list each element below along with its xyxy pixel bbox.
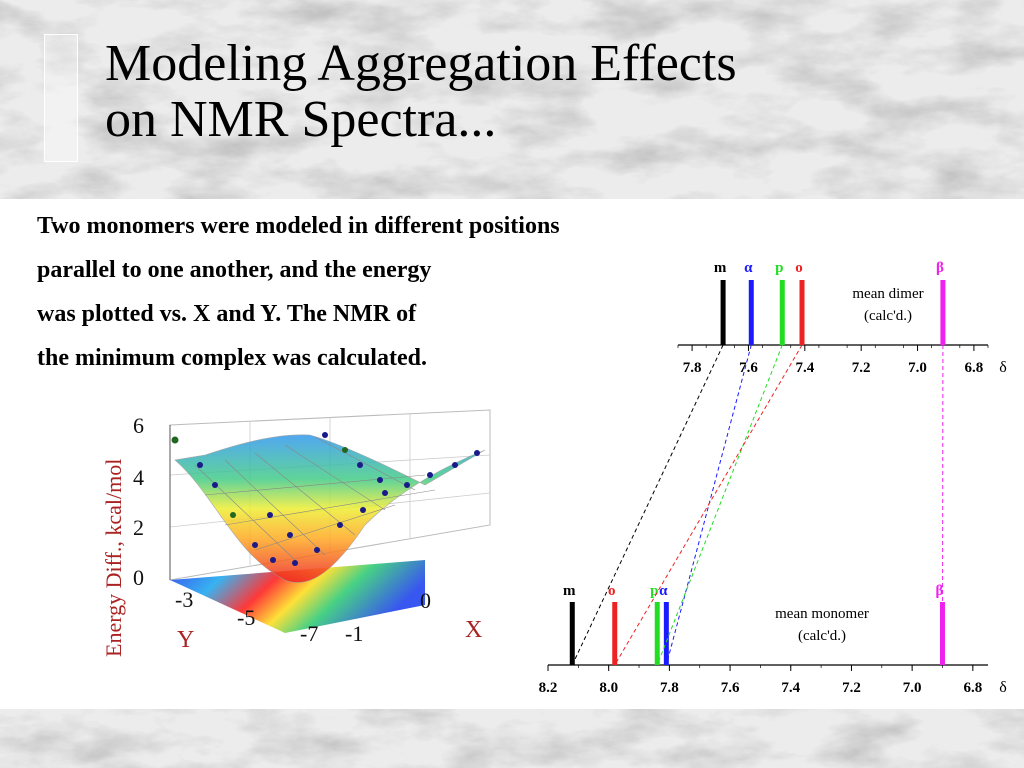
title-accent-box <box>44 34 78 162</box>
slide-title: Modeling Aggregation Effects on NMR Spec… <box>105 36 737 148</box>
nmr-panel-title: mean monomer <box>775 606 869 622</box>
title-line-2: on NMR Spectra... <box>105 91 497 148</box>
z-tick: 6 <box>133 413 144 438</box>
nmr-tick-label: 7.6 <box>721 680 740 696</box>
x-axis-label: X <box>465 617 482 643</box>
energy-data-points <box>171 432 480 566</box>
body-line-2: parallel to one another, and the energy <box>37 257 432 283</box>
energy-surface <box>174 434 486 583</box>
nmr-correlation-line-m <box>571 344 724 666</box>
nmr-correlation-line-p <box>656 344 783 666</box>
nmr-panel-subtitle: (calc'd.) <box>864 308 912 324</box>
nmr-panel-title: mean dimer <box>852 286 923 302</box>
contour-floor <box>170 560 425 633</box>
nmr-tick-label: 7.8 <box>683 360 702 376</box>
body-line-1: Two monomers were modeled in different p… <box>37 213 560 239</box>
body-line-4: the minimum complex was calculated. <box>37 345 427 371</box>
nmr-peak-label: β <box>936 583 944 599</box>
body-line-3: was plotted vs. X and Y. The NMR of <box>37 301 417 327</box>
z-tick: 2 <box>133 515 144 540</box>
body-text: Two monomers were modeled in different p… <box>37 204 797 380</box>
nmr-peak-label: β <box>936 260 944 276</box>
nmr-tick-label: 7.0 <box>903 680 922 696</box>
nmr-peak-label: o <box>608 583 616 599</box>
y-tick: -7 <box>300 621 318 646</box>
y-tick: -5 <box>237 605 255 630</box>
z-tick: 4 <box>133 465 144 490</box>
nmr-axis-label: δ <box>999 359 1007 376</box>
nmr-tick-label: 7.6 <box>739 360 758 376</box>
z-axis-label: Energy Diff., kcal/mol <box>101 459 126 657</box>
nmr-tick-label: 8.2 <box>539 680 558 696</box>
nmr-tick-label: 7.4 <box>781 680 800 696</box>
nmr-tick-label: 7.8 <box>660 680 679 696</box>
nmr-panel-subtitle: (calc'd.) <box>798 628 846 644</box>
surface-mesh <box>194 436 436 561</box>
nmr-peak-label: p <box>650 583 658 599</box>
nmr-tick-label: 8.0 <box>599 680 618 696</box>
nmr-spectra: 7.8 7.6 7.4 7.2 7.0 6.8 δ mean dimer (calc'd.) m α… <box>539 260 1007 696</box>
nmr-tick-label: 6.8 <box>963 680 982 696</box>
nmr-axis-label: δ <box>999 679 1007 696</box>
nmr-correlation-line-α <box>665 344 752 666</box>
nmr-peak-label: o <box>795 260 803 276</box>
nmr-tick-label: 6.8 <box>965 360 984 376</box>
nmr-tick-label: 7.4 <box>795 360 814 376</box>
x-tick: -1 <box>345 621 363 646</box>
y-axis-label: Y <box>177 627 194 653</box>
y-tick: -3 <box>175 587 193 612</box>
nmr-peak-label: α <box>659 583 668 599</box>
nmr-peak-label: p <box>775 260 783 276</box>
nmr-tick-label: 7.2 <box>852 360 871 376</box>
energy-surface-plot: Energy Diff., kcal/mol 6 4 2 0 -3 -5 -7 … <box>101 409 491 657</box>
nmr-tick-label: 7.2 <box>842 680 861 696</box>
nmr-tick-label: 7.0 <box>908 360 927 376</box>
title-line-1: Modeling Aggregation Effects <box>105 35 737 92</box>
nmr-peak-label: m <box>714 260 727 276</box>
nmr-peak-label: α <box>744 260 753 276</box>
nmr-correlation-line-o <box>614 344 803 666</box>
x-tick: 0 <box>420 588 431 613</box>
z-tick: 0 <box>133 565 144 590</box>
nmr-peak-label: m <box>563 583 576 599</box>
content-panel <box>0 199 1024 709</box>
